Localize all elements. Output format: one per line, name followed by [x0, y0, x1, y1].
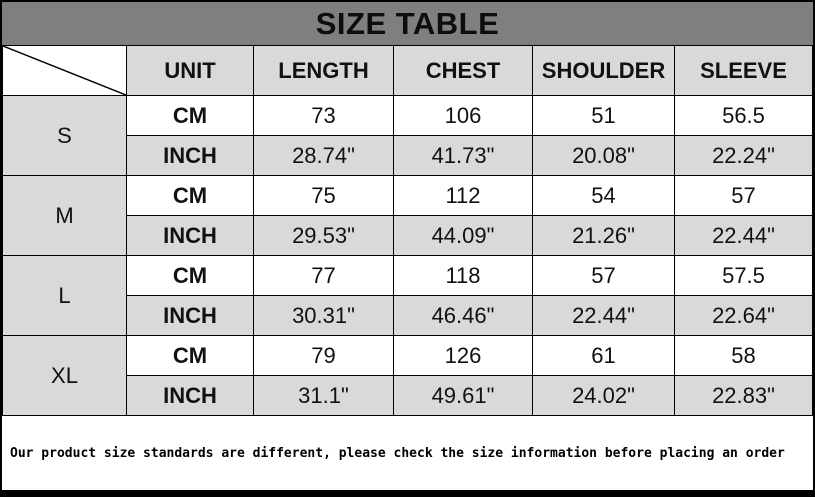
value-cell: 118	[393, 255, 533, 296]
value-cell: 57	[674, 175, 813, 216]
size-l-label: L	[2, 255, 127, 336]
value-cell: 21.26"	[532, 215, 675, 256]
value-cell: 20.08"	[532, 135, 675, 176]
value-cell: 57.5	[674, 255, 813, 296]
value-cell: 41.73"	[393, 135, 533, 176]
table-row: S CM 73 106 51 56.5	[2, 95, 813, 176]
diagonal-line	[3, 46, 126, 95]
size-s-label: S	[2, 95, 127, 176]
value-cell: 29.53"	[253, 215, 394, 256]
column-header-shoulder: SHOULDER	[532, 45, 675, 96]
value-cell: 22.44"	[532, 295, 675, 336]
value-cell: 61	[532, 335, 675, 376]
value-cell: 44.09"	[393, 215, 533, 256]
value-cell: 28.74"	[253, 135, 394, 176]
value-cell: 22.24"	[674, 135, 813, 176]
unit-cm-label: CM	[126, 175, 254, 216]
size-xl-label: XL	[2, 335, 127, 416]
value-cell: 75	[253, 175, 394, 216]
value-cell: 58	[674, 335, 813, 376]
value-cell: 22.83"	[674, 375, 813, 416]
table-row: XL CM 79 126 61 58	[2, 335, 813, 416]
column-header-sleeve: SLEEVE	[674, 45, 813, 96]
unit-inch-label: INCH	[126, 295, 254, 336]
value-cell: 51	[532, 95, 675, 136]
column-header-length: LENGTH	[253, 45, 394, 96]
header-row: UNIT LENGTH CHEST SHOULDER SLEEVE	[2, 45, 813, 96]
table-row: INCH 31.1" 49.61" 24.02" 22.83"	[3, 375, 813, 416]
unit-cm-label: CM	[126, 335, 254, 376]
unit-cm-label: CM	[126, 95, 254, 136]
table-row: L CM 77 118 57 57.5	[2, 255, 813, 336]
value-cell: 30.31"	[253, 295, 394, 336]
unit-cm-label: CM	[126, 255, 254, 296]
table-row: INCH 28.74" 41.73" 20.08" 22.24"	[3, 135, 813, 176]
size-disclaimer-note: Our product size standards are different…	[2, 416, 813, 490]
value-cell: 56.5	[674, 95, 813, 136]
value-cell: 106	[393, 95, 533, 136]
table-row: INCH 29.53" 44.09" 21.26" 22.44"	[3, 215, 813, 256]
table-row: M CM 75 112 54 57	[2, 175, 813, 256]
value-cell: 112	[393, 175, 533, 216]
value-cell: 126	[393, 335, 533, 376]
size-table: UNIT LENGTH CHEST SHOULDER SLEEVE S CM 7…	[2, 45, 813, 416]
unit-inch-label: INCH	[126, 135, 254, 176]
value-cell: 46.46"	[393, 295, 533, 336]
value-cell: 24.02"	[532, 375, 675, 416]
size-m-label: M	[2, 175, 127, 256]
value-cell: 22.44"	[674, 215, 813, 256]
size-table-title: SIZE TABLE	[2, 2, 813, 45]
value-cell: 73	[253, 95, 394, 136]
unit-inch-label: INCH	[126, 215, 254, 256]
column-header-chest: CHEST	[393, 45, 533, 96]
unit-inch-label: INCH	[126, 375, 254, 416]
value-cell: 77	[253, 255, 394, 296]
value-cell: 22.64"	[674, 295, 813, 336]
value-cell: 54	[532, 175, 675, 216]
value-cell: 31.1"	[253, 375, 394, 416]
column-header-unit: UNIT	[126, 45, 254, 96]
corner-cell	[2, 45, 127, 96]
value-cell: 57	[532, 255, 675, 296]
value-cell: 79	[253, 335, 394, 376]
value-cell: 49.61"	[393, 375, 533, 416]
